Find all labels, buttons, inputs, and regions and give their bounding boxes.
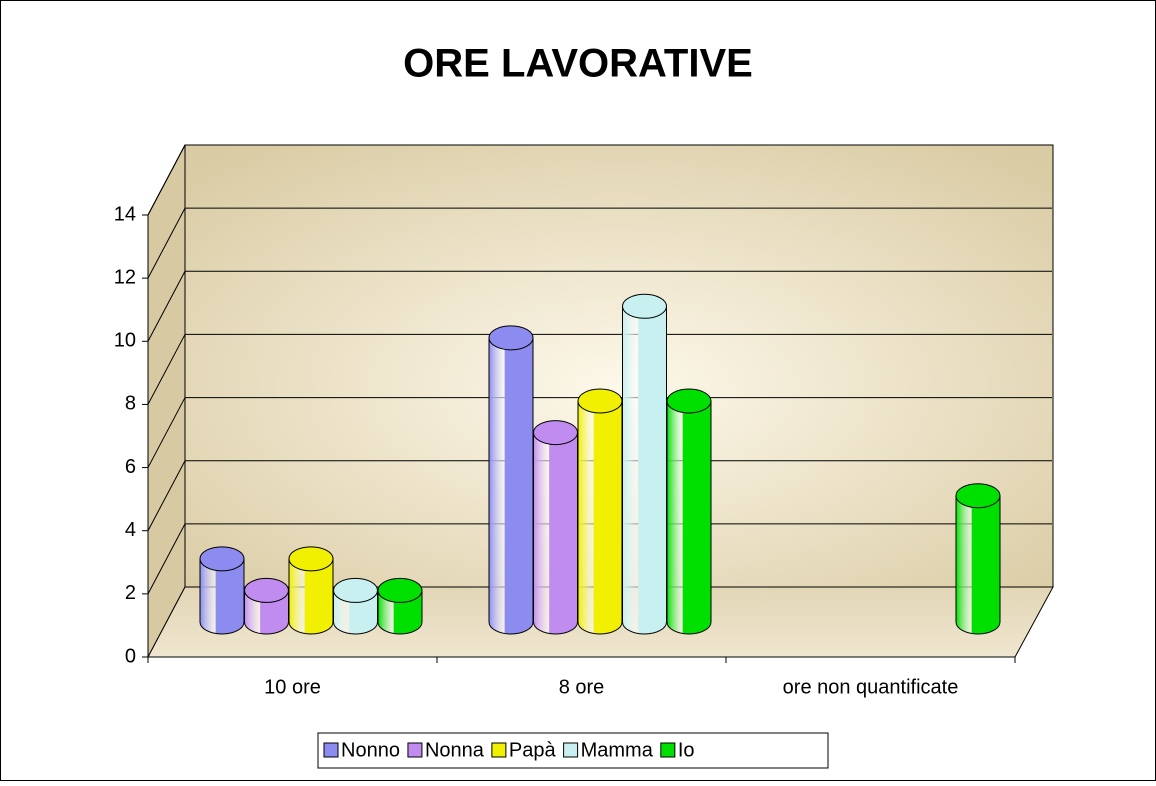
legend-swatch	[491, 742, 507, 758]
grid-line	[147, 144, 186, 216]
bar-body	[199, 558, 245, 635]
bar-body	[488, 337, 534, 635]
legend-label: Io	[678, 739, 695, 761]
y-tick-label: 12	[114, 266, 136, 288]
bar-body	[955, 495, 1001, 635]
legend-swatch	[563, 742, 579, 758]
bar	[533, 420, 578, 635]
bar-top	[533, 420, 578, 446]
chart-title: ORE LAVORATIVE	[403, 42, 753, 86]
bar-body	[288, 558, 334, 635]
bar	[955, 483, 1001, 635]
bar	[244, 577, 289, 635]
legend-swatch	[323, 742, 339, 758]
legend-label: Nonno	[341, 739, 400, 761]
bar	[622, 293, 667, 635]
legend-swatch	[407, 742, 423, 758]
bar-body	[622, 305, 667, 635]
y-tick-label: 14	[114, 203, 136, 225]
y-tick-label: 8	[125, 393, 136, 415]
bar-body	[577, 400, 623, 635]
bar-top	[622, 293, 667, 319]
x-tick-label: ore non quantificate	[783, 676, 959, 698]
bar-body	[666, 400, 712, 635]
grid-line	[147, 271, 186, 342]
bar	[488, 325, 534, 635]
bar-top	[288, 546, 334, 572]
bar	[666, 388, 712, 635]
y-tick-label: 2	[125, 582, 136, 604]
legend-label: Papà	[509, 739, 557, 761]
bar-top	[955, 483, 1001, 509]
bar	[333, 577, 378, 635]
bar-top	[199, 546, 245, 572]
y-tick-label: 10	[114, 330, 136, 352]
legend-label: Nonna	[425, 739, 485, 761]
grid-line	[147, 523, 186, 595]
grid-line	[147, 334, 186, 405]
bar	[199, 546, 245, 635]
side-wall	[147, 144, 186, 658]
bar-body	[533, 432, 578, 635]
bar	[288, 546, 334, 635]
bar-top	[333, 577, 378, 603]
bar	[377, 577, 423, 635]
x-tick-label: 8 ore	[559, 676, 605, 698]
bar-top	[244, 577, 289, 603]
legend-swatch	[660, 742, 676, 758]
bar-top	[577, 388, 623, 414]
y-tick-label: 6	[125, 456, 136, 478]
y-tick-label: 0	[125, 645, 136, 667]
bar-top	[488, 325, 534, 351]
grid-line	[147, 460, 186, 531]
bar-top	[666, 388, 712, 414]
y-tick-label: 4	[125, 519, 136, 541]
grid-line	[147, 397, 186, 468]
bar	[577, 388, 623, 635]
bar-top	[377, 577, 423, 603]
x-tick-label: 10 ore	[264, 676, 321, 698]
grid-line	[147, 207, 186, 279]
legend-label: Mamma	[581, 739, 654, 761]
